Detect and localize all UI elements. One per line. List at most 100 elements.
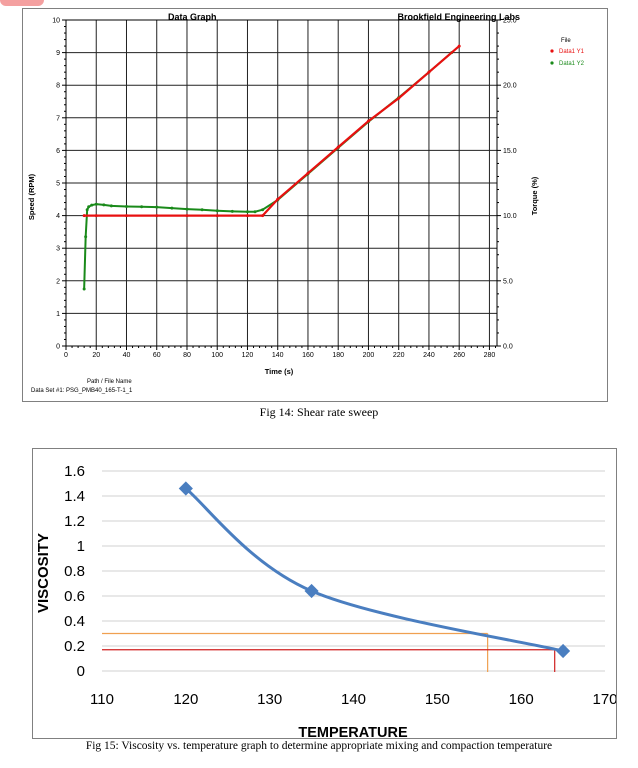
viscosity-point-marker bbox=[556, 643, 571, 659]
data1-y2-point bbox=[230, 209, 234, 213]
chart1-x-tick-label: 80 bbox=[183, 352, 191, 359]
data1-y1-point bbox=[397, 96, 401, 100]
figure-14-caption: Fig 14: Shear rate sweep bbox=[259, 405, 379, 419]
data1-y2-point bbox=[90, 203, 94, 207]
chart1-footer-text: Data Set #1: PSG_PMB40_165-T-1_1 bbox=[31, 388, 133, 394]
data1-y1-point bbox=[82, 214, 86, 218]
chart1-y-tick-label: 8 bbox=[56, 83, 60, 90]
chart1-y2-tick-label: 0.0 bbox=[503, 344, 513, 351]
chart2-x-tick-label: 150 bbox=[425, 691, 450, 708]
chart2-x-tick-label: 170 bbox=[592, 691, 616, 708]
chart2-y-tick-label: 0.4 bbox=[64, 613, 85, 630]
chart1-x-tick-label: 0 bbox=[64, 352, 68, 359]
legend-label-data1-y1: Data1 Y1 bbox=[559, 49, 585, 55]
viscosity-curve bbox=[184, 487, 564, 653]
chart1-x-tick-label: 240 bbox=[423, 352, 435, 359]
data1-y1-point bbox=[245, 214, 249, 218]
chart1-y2-label: Torque (%) bbox=[530, 176, 539, 215]
chart1-y2-ticks: 0.0 5.0 10.0 15.0 20.0 25.0 bbox=[497, 18, 517, 351]
data1-y2-point bbox=[102, 203, 106, 207]
chart2-reference-lines bbox=[102, 632, 556, 672]
chart1-y-label: Speed (RPM) bbox=[27, 173, 36, 220]
legend-marker-data1-y1 bbox=[550, 49, 554, 53]
data1-y2-point bbox=[85, 208, 89, 212]
chart1-x-tick-label: 40 bbox=[123, 352, 131, 359]
data1-y1-point bbox=[261, 214, 265, 218]
viscosity-point-marker bbox=[304, 583, 319, 599]
chart2-y-tick-label: 1 bbox=[77, 538, 85, 555]
data1-y2-point bbox=[200, 208, 204, 212]
chart2-y-tick-label: 1.4 bbox=[64, 488, 85, 505]
chart1-x-tick-label: 160 bbox=[302, 352, 314, 359]
chart1-legend-title: File bbox=[561, 38, 571, 44]
chart1-y-tick-label: 7 bbox=[56, 115, 60, 122]
chart2-y-tick-label: 1.2 bbox=[64, 513, 85, 530]
data1-y2-point bbox=[253, 210, 257, 214]
chart2-y-tick-label: 0.8 bbox=[64, 563, 85, 580]
data1-y2-point bbox=[124, 204, 128, 208]
data1-y1-point bbox=[276, 197, 280, 201]
chart1-y2-tick-label: 20.0 bbox=[503, 83, 517, 90]
chart1-brand: Brookfield Engineering Labs bbox=[397, 12, 520, 22]
chart1-x-tick-label: 220 bbox=[393, 352, 405, 359]
shear-rate-chart: 0 20 40 60 80 100 120 140 160 180 200 220 240 260 280 … bbox=[22, 8, 608, 402]
partial-logo bbox=[0, 0, 44, 6]
chart1-y-tick-label: 3 bbox=[56, 246, 60, 253]
data1-y1-point bbox=[336, 145, 340, 149]
data1-y1-point bbox=[94, 214, 98, 218]
chart2-y-tick-label: 0.2 bbox=[64, 638, 85, 655]
chart2-y-ticks: 0 0.2 0.4 0.6 0.8 1 1.2 1.4 1.6 bbox=[64, 463, 85, 680]
chart1-x-tick-label: 200 bbox=[363, 352, 375, 359]
chart2-x-label: TEMPERATURE bbox=[298, 725, 408, 738]
chart2-x-tick-label: 120 bbox=[173, 691, 198, 708]
data1-y1-point bbox=[124, 214, 128, 218]
series-data1-y2-line bbox=[83, 51, 453, 289]
chart1-x-tick-label: 120 bbox=[242, 352, 254, 359]
shear-rate-chart-svg: 0 20 40 60 80 100 120 140 160 180 200 220 240 260 280 … bbox=[27, 12, 585, 394]
chart1-x-tick-label: 100 bbox=[211, 352, 223, 359]
chart1-x-tick-label: 20 bbox=[92, 352, 100, 359]
data1-y2-point bbox=[87, 205, 91, 209]
chart2-x-tick-label: 140 bbox=[341, 691, 366, 708]
chart1-series bbox=[82, 44, 461, 291]
chart1-x-tick-label: 280 bbox=[484, 352, 496, 359]
chart1-y-tick-label: 9 bbox=[56, 50, 60, 57]
chart2-grid bbox=[102, 470, 605, 672]
chart1-y-tick-label: 4 bbox=[56, 213, 60, 220]
chart1-grid bbox=[66, 19, 497, 346]
viscosity-point-marker bbox=[178, 481, 193, 496]
data1-y2-point bbox=[109, 204, 113, 208]
chart1-y-tick-label: 6 bbox=[56, 148, 60, 155]
data1-y1-point bbox=[215, 214, 219, 218]
chart1-y2-tick-label: 15.0 bbox=[503, 148, 517, 155]
chart2-series bbox=[178, 481, 571, 659]
data1-y1-point bbox=[366, 119, 370, 123]
legend-label-data1-y2: Data1 Y2 bbox=[559, 61, 585, 67]
data1-y2-point bbox=[261, 208, 265, 212]
chart2-y-label: VISCOSITY bbox=[35, 533, 52, 613]
data1-y2-point bbox=[82, 287, 86, 291]
viscosity-chart-svg: 00.20.40.60.811.21.41.6 110 120 130 140 150 1… bbox=[35, 463, 618, 741]
chart1-y-tick-label: 2 bbox=[56, 278, 60, 285]
chart2-x-ticks: 110 120 130 140 150 160 170 bbox=[90, 691, 617, 708]
data1-y1-point bbox=[306, 171, 310, 175]
data1-y2-point bbox=[140, 205, 144, 209]
chart1-x-tick-label: 180 bbox=[332, 352, 344, 359]
chart2-y-tick-label: 0 bbox=[77, 663, 85, 680]
chart1-y-tick-label: 10 bbox=[52, 18, 60, 25]
chart1-y2-tick-label: 10.0 bbox=[503, 213, 517, 220]
chart2-x-tick-label: 160 bbox=[509, 691, 534, 708]
chart1-x-tick-label: 60 bbox=[153, 352, 161, 359]
chart1-footer-label: Path / File Name bbox=[87, 379, 132, 385]
chart1-y-tick-label: 1 bbox=[56, 311, 60, 318]
chart1-legend: File Data1 Y1 Data1 Y2 bbox=[550, 38, 585, 67]
chart1-title: Data Graph bbox=[168, 12, 217, 22]
chart2-x-tick-label: 110 bbox=[90, 691, 114, 708]
viscosity-chart: 0 0.2 0.4 0.6 0.8 1 1.2 1.4 1.6 110 120 130 140 150 1… bbox=[32, 448, 618, 741]
data1-y2-point bbox=[94, 202, 98, 206]
series-data1-y1-line bbox=[84, 45, 460, 217]
data1-y1-point bbox=[457, 44, 461, 48]
data1-y1-point bbox=[427, 70, 431, 74]
chart1-x-tick-label: 140 bbox=[272, 352, 284, 359]
chart1-y2-tick-label: 5.0 bbox=[503, 278, 513, 285]
